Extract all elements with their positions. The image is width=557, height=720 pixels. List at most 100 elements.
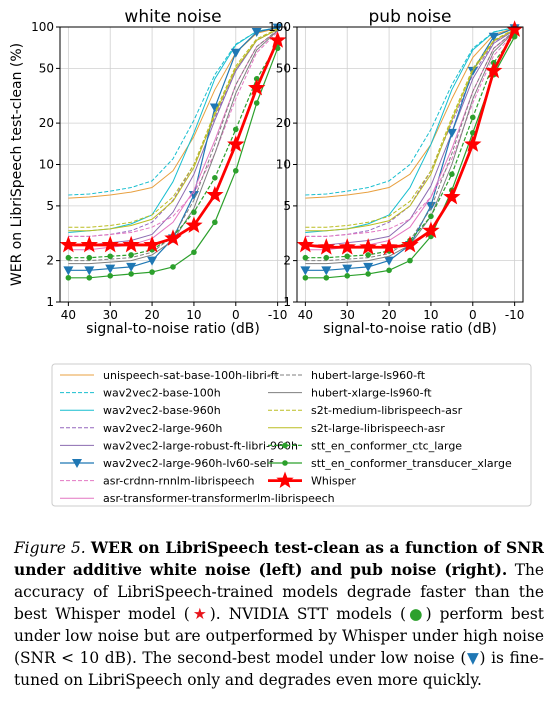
data-point-Whisper (464, 135, 482, 152)
data-point-wav2vec2-large-960h-lv60-self (363, 262, 374, 272)
legend-label: s2t-large-librispeech-asr (311, 422, 445, 435)
figure-caption: Figure 5. WER on LibriSpeech test-clean … (14, 537, 544, 691)
data-point-Whisper (296, 235, 315, 253)
data-point-Whisper (401, 235, 419, 253)
y-tick-label: 20 (276, 116, 291, 130)
legend-label: wav2vec2-large-960h (103, 422, 222, 435)
x-tick-label: 10 (423, 308, 438, 322)
legend-marker-icon (282, 442, 288, 449)
legend-item: hubert-large-ls960-ft (268, 369, 426, 382)
caption-label: Figure 5. (14, 539, 86, 557)
data-point-stt_en_conformer_transducer_xlarge (86, 274, 93, 281)
caption-text-4: ) is fine-tuned on LibriSpeech only and … (14, 649, 544, 689)
data-point-stt_en_conformer_ctc_large (107, 253, 114, 260)
y-tick-label: 100 (268, 20, 291, 34)
data-point-Whisper (248, 78, 266, 96)
caption-triangle-icon: ▼ (466, 649, 480, 667)
data-point-stt_en_conformer_transducer_xlarge (128, 271, 134, 277)
caption-text-2: ). NVIDIA STT models ( (209, 605, 406, 623)
legend-label: wav2vec2-large-robust-ft-libri-960h (103, 439, 298, 452)
data-point-stt_en_conformer_ctc_large (232, 126, 239, 133)
legend-marker-icon (72, 459, 82, 468)
data-point-stt_en_conformer_transducer_xlarge (344, 273, 351, 279)
series-line-Whisper (305, 28, 516, 249)
data-point-Whisper (359, 238, 377, 255)
legend-item: s2t-large-librispeech-asr (268, 422, 445, 435)
series-line-asr-transformer-transformerlm-librispeech (68, 30, 278, 251)
caption-text-1: The accuracy of LibriSpeech-trained mode… (14, 561, 544, 623)
legend-item: stt_en_conformer_transducer_xlarge (268, 457, 512, 470)
data-point-stt_en_conformer_transducer_xlarge (323, 274, 330, 281)
data-point-stt_en_conformer_ctc_large (212, 175, 218, 181)
caption-dot-icon: ● (405, 605, 426, 623)
data-point-Whisper (338, 238, 356, 255)
data-point-stt_en_conformer_ctc_large (428, 213, 434, 220)
data-point-stt_en_conformer_transducer_xlarge (253, 100, 260, 106)
y-tick-label: 5 (283, 199, 291, 213)
legend-item: wav2vec2-large-960h-lv60-self (60, 457, 274, 470)
series-line-wav2vec2-base-100h (305, 27, 515, 196)
series-line-asr-crdnn-rnnlm-librispeech (68, 31, 278, 237)
x-tick-label: 0 (232, 308, 240, 322)
data-point-Whisper (122, 235, 140, 253)
legend-label: hubert-xlarge-ls960-ft (311, 387, 432, 400)
x-tick-label: 30 (103, 308, 118, 322)
x-tick-label: 40 (298, 308, 313, 322)
y-tick-label: 1 (283, 295, 291, 309)
data-point-wav2vec2-large-960h-lv60-self (105, 264, 116, 274)
panel-title: pub noise (369, 7, 452, 27)
legend-label: asr-crdnn-rnnlm-librispeech (103, 475, 255, 488)
series-group (296, 20, 524, 281)
data-point-stt_en_conformer_transducer_xlarge (170, 264, 176, 270)
data-point-stt_en_conformer_transducer_xlarge (149, 269, 155, 275)
data-point-stt_en_conformer_ctc_large (253, 76, 260, 82)
x-tick-label: 30 (340, 308, 355, 322)
data-point-Whisper (143, 235, 161, 253)
data-point-wav2vec2-large-960h-lv60-self (251, 27, 262, 37)
series-line-unispeech-sat-base-100h-libri-ft (305, 27, 515, 199)
legend-item: asr-transformer-transformerlm-librispeec… (60, 492, 335, 505)
data-point-stt_en_conformer_ctc_large (191, 209, 197, 215)
data-point-Whisper (59, 235, 78, 253)
data-point-wav2vec2-large-960h-lv60-self (425, 201, 436, 211)
legend-label: asr-transformer-transformerlm-librispeec… (103, 492, 335, 505)
y-tick-label: 1 (46, 295, 54, 309)
legend-label: hubert-large-ls960-ft (311, 369, 426, 382)
x-tick-label: 20 (144, 308, 159, 322)
x-tick-label: 20 (381, 308, 396, 322)
data-point-wav2vec2-large-960h-lv60-self (384, 256, 395, 266)
legend-item: s2t-medium-librispeech-asr (268, 404, 463, 417)
data-point-stt_en_conformer_transducer_xlarge (469, 130, 476, 136)
caption-bold-text: WER on LibriSpeech test-clean as a funct… (14, 539, 544, 579)
legend-label: stt_en_conformer_transducer_xlarge (311, 457, 512, 470)
legend-label: wav2vec2-base-100h (103, 387, 221, 400)
data-point-stt_en_conformer_ctc_large (469, 114, 476, 121)
y-tick-label: 10 (276, 158, 291, 172)
data-point-stt_en_conformer_transducer_xlarge (191, 249, 197, 256)
y-tick-label: 5 (46, 199, 54, 213)
data-point-Whisper (485, 61, 503, 79)
legend-item: stt_en_conformer_ctc_large (268, 439, 462, 452)
legend-item: wav2vec2-large-960h (60, 422, 222, 435)
data-point-stt_en_conformer_ctc_large (323, 254, 330, 261)
series-line-asr-crdnn-rnnlm-librispeech (305, 32, 515, 237)
y-tick-label: 50 (39, 61, 54, 75)
legend-label: s2t-medium-librispeech-asr (311, 404, 463, 417)
legend-box (51, 363, 532, 507)
series-line-stt_en_conformer_ctc_large (305, 34, 516, 259)
data-point-wav2vec2-large-960h-lv60-self (147, 256, 158, 266)
legend-label: wav2vec2-large-960h-lv60-self (103, 457, 274, 470)
legend-marker-icon (282, 460, 288, 466)
y-tick-label: 100 (31, 20, 54, 34)
legend-item: asr-crdnn-rnnlm-librispeech (60, 475, 255, 488)
data-point-Whisper (164, 229, 182, 246)
y-tick-label: 2 (46, 254, 54, 268)
data-point-stt_en_conformer_transducer_xlarge (212, 219, 218, 226)
data-point-stt_en_conformer_ctc_large (86, 254, 93, 261)
legend-item: wav2vec2-base-960h (60, 404, 221, 417)
data-point-stt_en_conformer_transducer_xlarge (302, 274, 309, 281)
data-point-wav2vec2-large-960h-lv60-self (488, 32, 499, 42)
series-group (59, 23, 287, 281)
data-point-stt_en_conformer_ctc_large (302, 254, 309, 261)
